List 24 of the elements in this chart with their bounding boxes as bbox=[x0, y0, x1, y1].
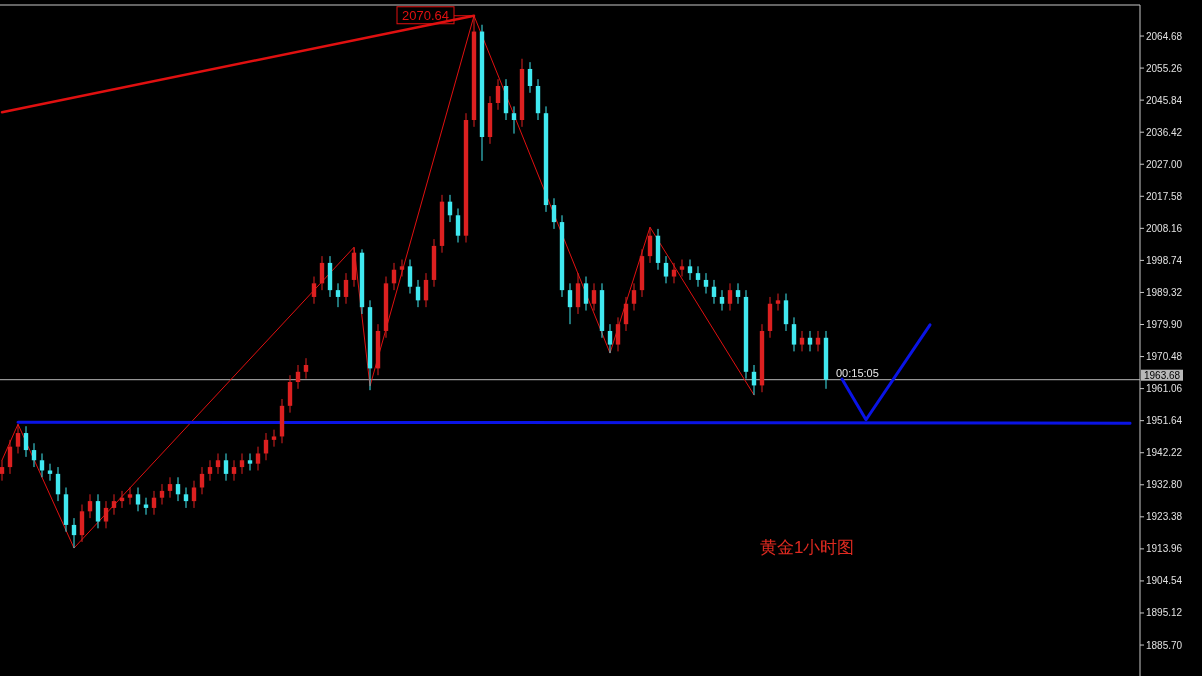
y-tick-label: 1932.80 bbox=[1146, 479, 1183, 491]
annotation: 2070.64 bbox=[402, 8, 449, 24]
y-tick-label: 1970.48 bbox=[1146, 351, 1183, 363]
y-tick-label: 1979.90 bbox=[1146, 319, 1183, 331]
y-tick-label: 2027.00 bbox=[1146, 158, 1183, 170]
y-tick-label: 1942.22 bbox=[1146, 447, 1183, 459]
y-tick-label: 1989.32 bbox=[1146, 286, 1183, 298]
annotation: 黄金1小时图 bbox=[760, 538, 855, 557]
y-tick-label: 1904.54 bbox=[1146, 575, 1183, 587]
y-tick-label: 2017.58 bbox=[1146, 190, 1183, 202]
y-tick-label: 1961.06 bbox=[1146, 383, 1183, 395]
y-tick-label: 1895.12 bbox=[1146, 607, 1183, 619]
y-tick-label: 1885.70 bbox=[1146, 639, 1183, 651]
y-tick-label: 2036.42 bbox=[1146, 126, 1183, 138]
y-tick-label: 1923.38 bbox=[1146, 511, 1183, 523]
y-tick-label: 2064.68 bbox=[1146, 30, 1183, 42]
y-tick-label: 1913.96 bbox=[1146, 543, 1183, 555]
y-tick-label: 2045.84 bbox=[1146, 94, 1183, 106]
y-tick-label: 1951.64 bbox=[1146, 415, 1183, 427]
y-tick-label: 2008.16 bbox=[1146, 222, 1183, 234]
ref-line-label: 1963.68 bbox=[1144, 369, 1181, 381]
y-tick-label: 2055.26 bbox=[1146, 62, 1183, 74]
y-tick-label: 1998.74 bbox=[1146, 254, 1183, 266]
annotation: 00:15:05 bbox=[836, 366, 879, 379]
